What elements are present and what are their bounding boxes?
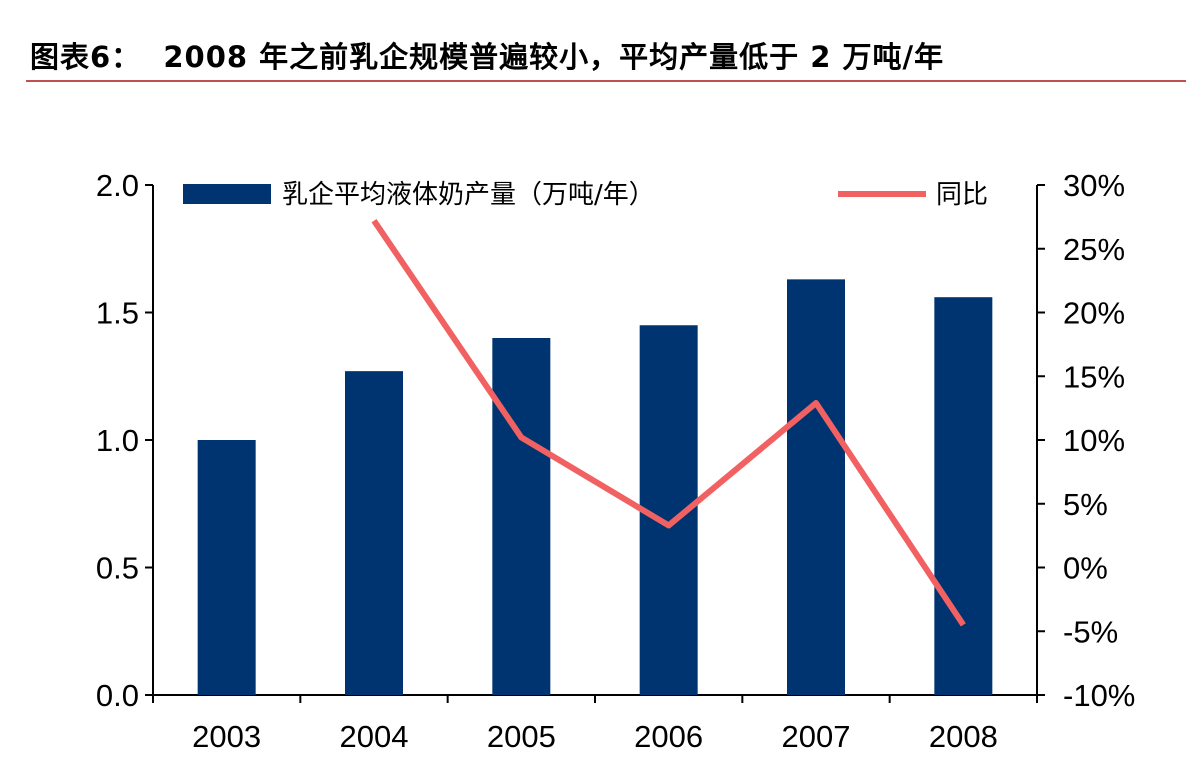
left-tick-label: 1.5 bbox=[96, 296, 139, 331]
right-tick-label: 0% bbox=[1063, 551, 1108, 586]
bar-2003 bbox=[197, 440, 256, 695]
x-tick-label: 2004 bbox=[340, 719, 409, 754]
bar-2004 bbox=[345, 371, 403, 695]
right-tick-label: 15% bbox=[1063, 359, 1125, 394]
left-tick-label: 1.0 bbox=[96, 423, 139, 458]
right-tick-label: 25% bbox=[1063, 232, 1125, 267]
legend-bar-label: 乳企平均液体奶产量（万吨/年） bbox=[282, 180, 655, 210]
right-tick-label: -10% bbox=[1063, 678, 1135, 713]
right-tick-label: -5% bbox=[1063, 614, 1118, 649]
x-tick-label: 2005 bbox=[487, 719, 556, 754]
title-divider bbox=[26, 80, 1186, 82]
legend-bar-swatch bbox=[183, 184, 271, 204]
right-tick-label: 5% bbox=[1063, 487, 1108, 522]
left-tick-label: 0.5 bbox=[96, 551, 139, 586]
right-tick-label: 20% bbox=[1063, 296, 1125, 331]
x-tick-label: 2008 bbox=[929, 719, 998, 754]
legend-line-label: 同比 bbox=[936, 180, 988, 210]
left-tick-label: 0.0 bbox=[96, 678, 139, 713]
right-tick-label: 30% bbox=[1063, 168, 1125, 203]
left-tick-label: 2.0 bbox=[96, 168, 139, 203]
bar-2007 bbox=[787, 279, 845, 695]
bar-2005 bbox=[492, 338, 551, 695]
chart-title: 图表6： 2008 年之前乳企规模普遍较小，平均产量低于 2 万吨/年 bbox=[30, 40, 945, 74]
bar-2008 bbox=[934, 297, 993, 695]
right-tick-label: 10% bbox=[1063, 423, 1125, 458]
x-tick-label: 2006 bbox=[634, 719, 703, 754]
x-tick-label: 2007 bbox=[782, 719, 851, 754]
x-tick-label: 2003 bbox=[192, 719, 261, 754]
